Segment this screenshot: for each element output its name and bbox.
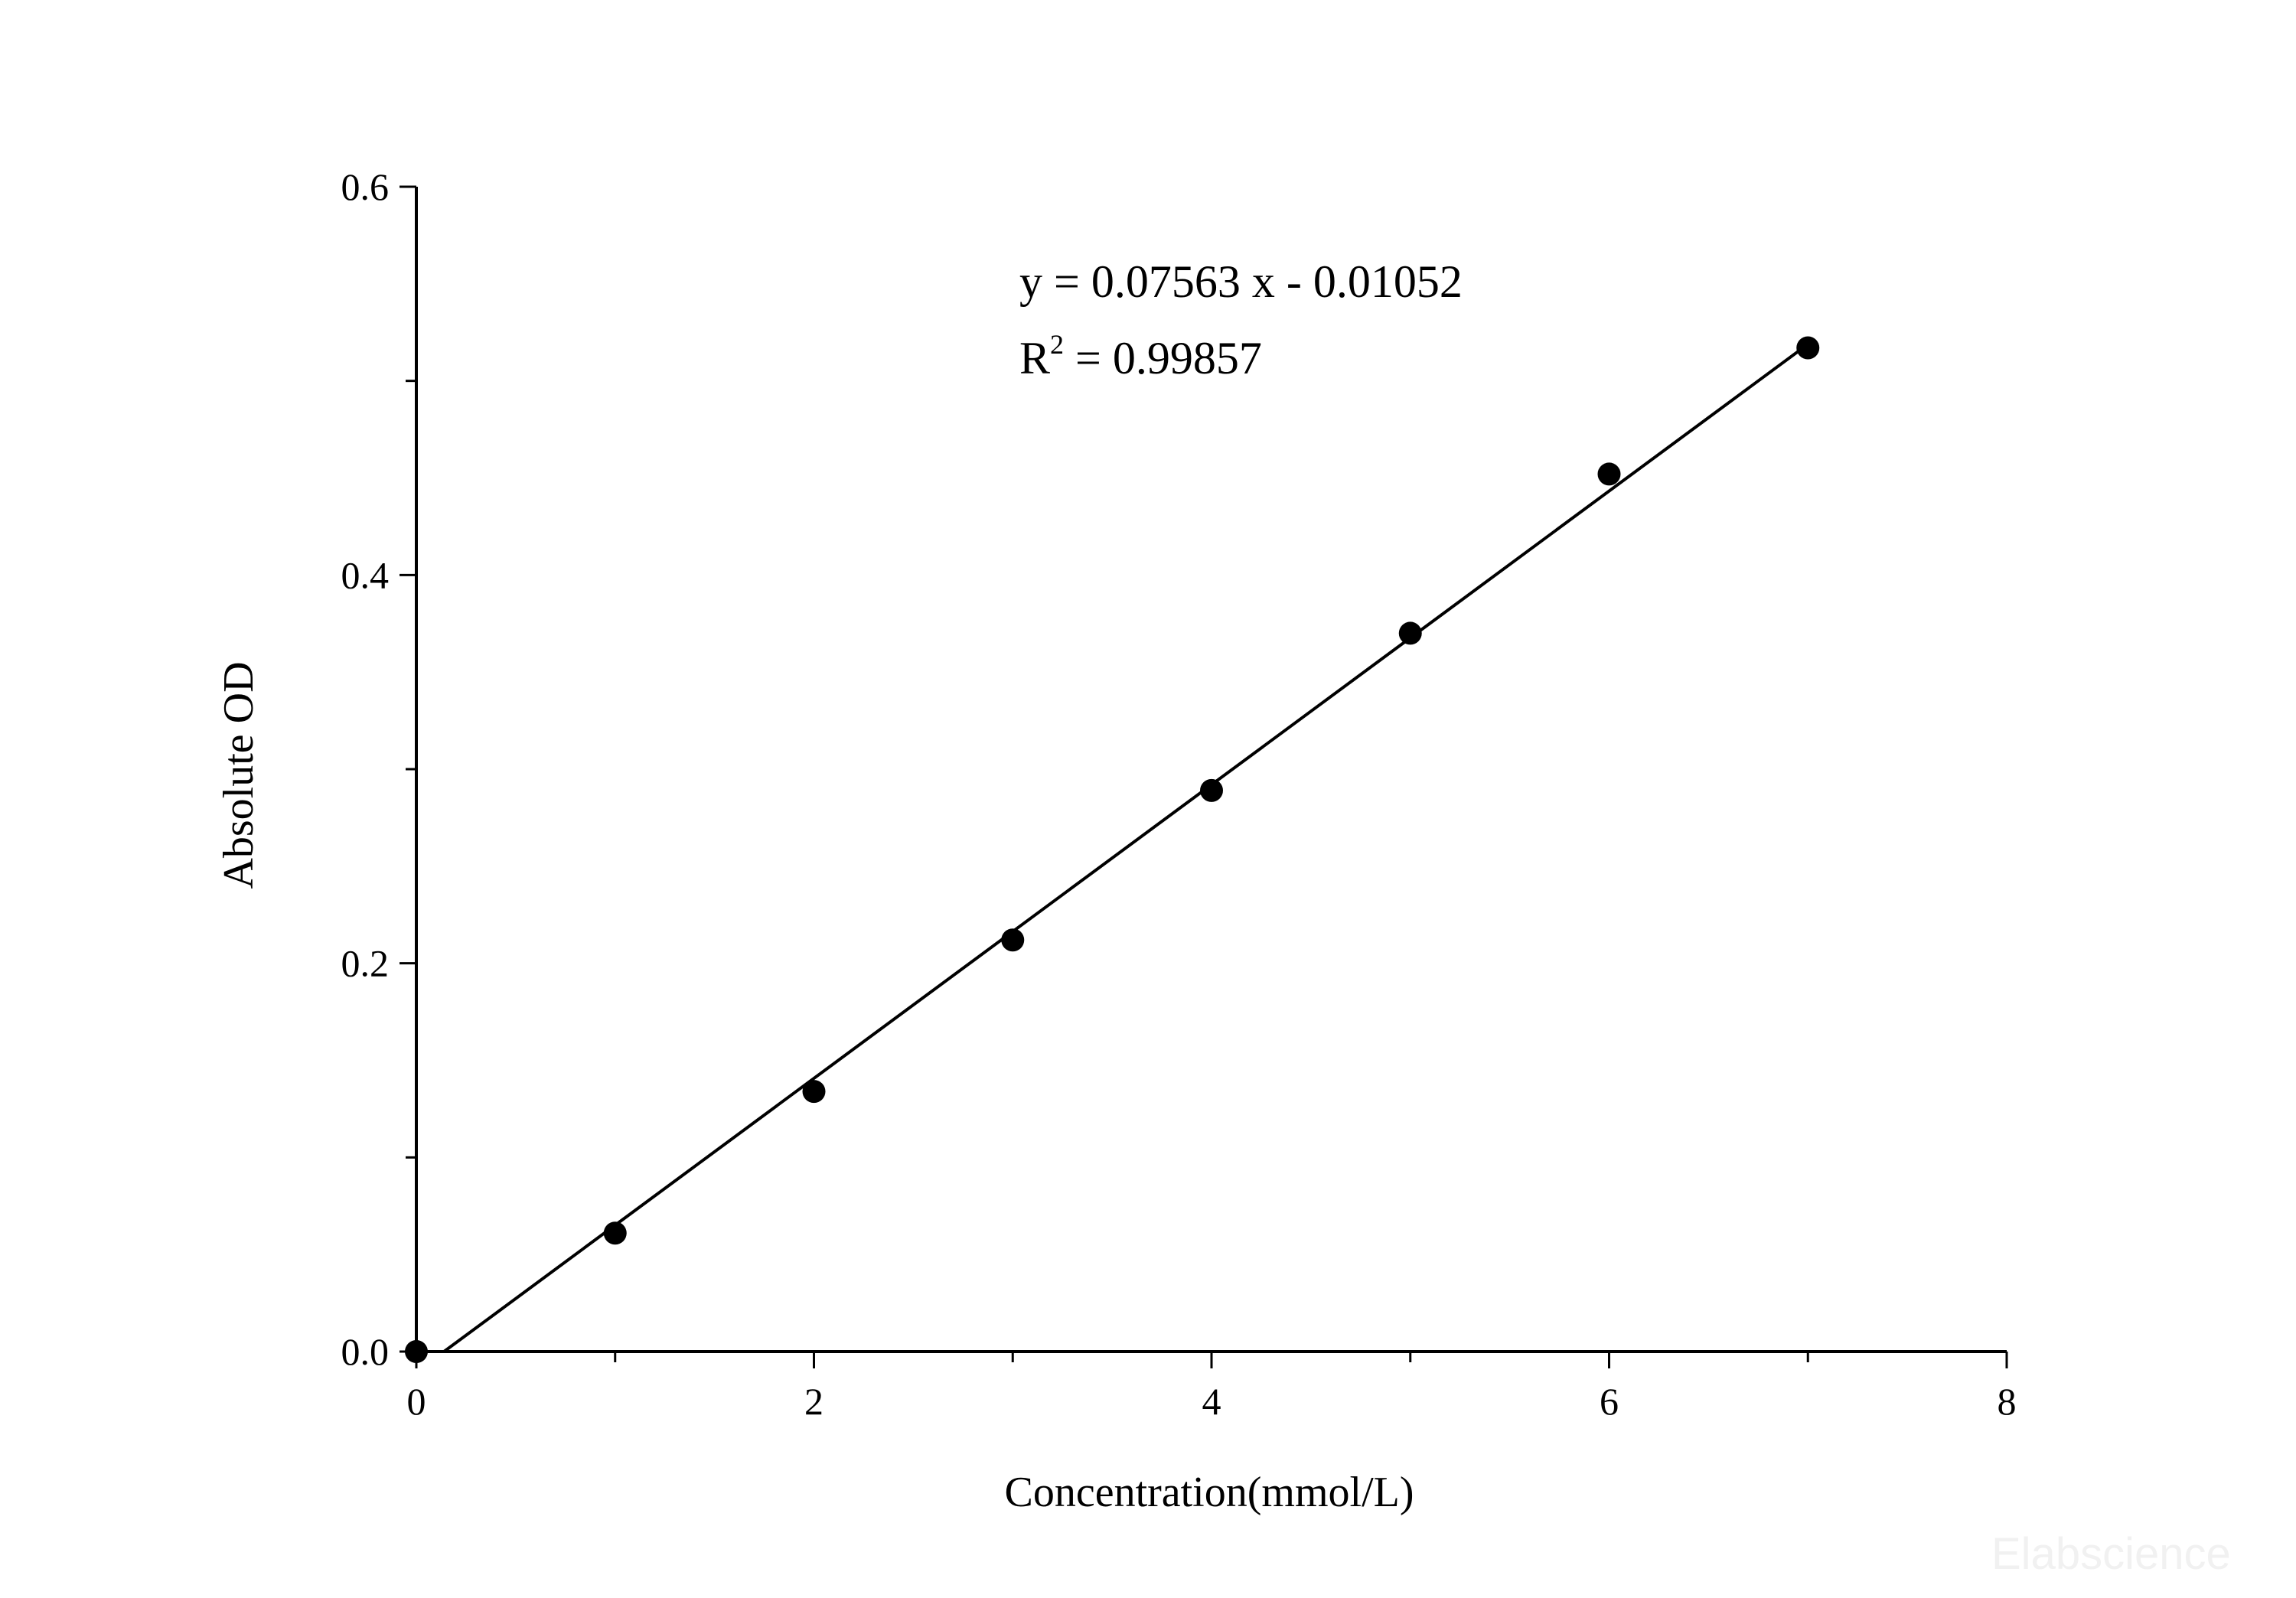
data-point	[1398, 621, 1422, 645]
data-point	[603, 1221, 627, 1245]
y-tick-label: 0.4	[341, 553, 390, 596]
data-points	[405, 336, 1820, 1363]
data-point	[1597, 462, 1621, 486]
x-axis-label: Concentration(mmol/L)	[1005, 1469, 1414, 1516]
x-tick-label: 6	[1600, 1380, 1619, 1423]
r-squared-letter: R	[1019, 333, 1050, 383]
y-axis-label: Absolute OD	[215, 661, 263, 889]
x-tick-label: 8	[1998, 1380, 2017, 1423]
data-point	[1796, 336, 1820, 360]
data-point	[1200, 778, 1223, 802]
r-squared-superscript: 2	[1050, 329, 1064, 360]
r-squared-text: R2 = 0.99857	[1019, 329, 1262, 383]
y-tick-label: 0.0	[341, 1330, 390, 1373]
tick-labels: 0 2 4 6 8 0.0 0.2 0.4 0.6	[341, 165, 2017, 1423]
data-point	[405, 1340, 428, 1363]
y-tick-label: 0.6	[341, 165, 390, 208]
x-tick-label: 2	[804, 1380, 823, 1423]
watermark-text: Elabscience	[1991, 1529, 2231, 1579]
x-tick-label: 0	[407, 1380, 426, 1423]
data-point	[802, 1080, 826, 1104]
y-tick-label: 0.2	[341, 942, 390, 985]
fit-line	[442, 343, 1809, 1353]
r-squared-value: = 0.99857	[1064, 333, 1262, 383]
x-tick-label: 4	[1202, 1380, 1221, 1423]
fit-layer	[442, 343, 1809, 1353]
equation-text: y = 0.07563 x - 0.01052	[1019, 256, 1463, 307]
data-point	[1001, 928, 1025, 952]
